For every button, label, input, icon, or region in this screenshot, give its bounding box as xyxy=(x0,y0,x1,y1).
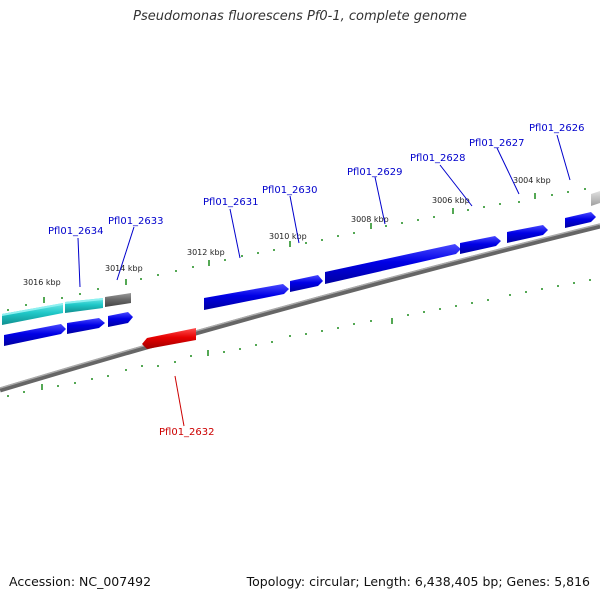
tick-label: 3006 kbp xyxy=(432,196,470,205)
rna-gene[interactable] xyxy=(2,303,63,325)
map-title: Pseudomonas fluorescens Pf0-1, complete … xyxy=(133,9,467,24)
rna-gene[interactable] xyxy=(65,298,103,304)
gene-pfl01-2630[interactable] xyxy=(290,275,323,292)
gene-pfl01-2632[interactable] xyxy=(142,328,196,349)
tick-label: 3014 kbp xyxy=(105,264,143,273)
gene-label: Pfl01_2629 xyxy=(347,167,403,178)
forward-genes xyxy=(2,191,600,325)
topology-text: Topology: circular; Length: 6,438,405 bp… xyxy=(246,574,590,589)
tick-label: 3010 kbp xyxy=(269,232,307,241)
gene-label: Pfl01_2631 xyxy=(203,197,259,208)
gene-label: Pfl01_2633 xyxy=(108,216,164,227)
gene-labels: Pfl01_2634 Pfl01_2633 Pfl01_2631 Pfl01_2… xyxy=(48,123,585,438)
gene-label: Pfl01_2628 xyxy=(410,153,466,164)
gene-pfl01-2627[interactable] xyxy=(507,225,548,243)
gene-small[interactable] xyxy=(108,312,133,327)
gene-pfl01-2631[interactable] xyxy=(204,284,289,310)
label-leaders xyxy=(77,134,571,427)
rna-gene[interactable] xyxy=(2,303,63,316)
gene-label: Pfl01_2626 xyxy=(529,123,585,134)
gene-label: Pfl01_2634 xyxy=(48,226,104,237)
pseudo-gene-edge[interactable] xyxy=(591,191,600,206)
gene-pfl01-2626[interactable] xyxy=(565,212,596,228)
gene-pfl01-2629[interactable] xyxy=(325,244,461,284)
tick-label: 3012 kbp xyxy=(187,248,225,257)
tick-label: 3004 kbp xyxy=(513,176,551,185)
gene-label: Pfl01_2627 xyxy=(469,138,525,149)
tick-label: 3016 kbp xyxy=(23,278,61,287)
gene-label: Pfl01_2630 xyxy=(262,185,318,196)
gene-pfl01-2634[interactable] xyxy=(4,324,66,346)
upper-tick-track xyxy=(7,188,586,311)
forward-genes-row2 xyxy=(4,312,133,346)
pseudo-gene[interactable] xyxy=(105,293,131,307)
accession-text: Accession: NC_007492 xyxy=(9,574,152,589)
gene-pfl01-2633[interactable] xyxy=(67,318,105,334)
tick-label: 3008 kbp xyxy=(351,215,389,224)
kbp-labels: 3016 kbp 3014 kbp 3012 kbp 3010 kbp 3008… xyxy=(23,176,551,287)
lower-tick-track xyxy=(7,279,591,397)
gene-label: Pfl01_2632 xyxy=(159,427,215,438)
gene-pfl01-2628[interactable] xyxy=(460,236,501,254)
genome-backbone xyxy=(0,223,600,393)
